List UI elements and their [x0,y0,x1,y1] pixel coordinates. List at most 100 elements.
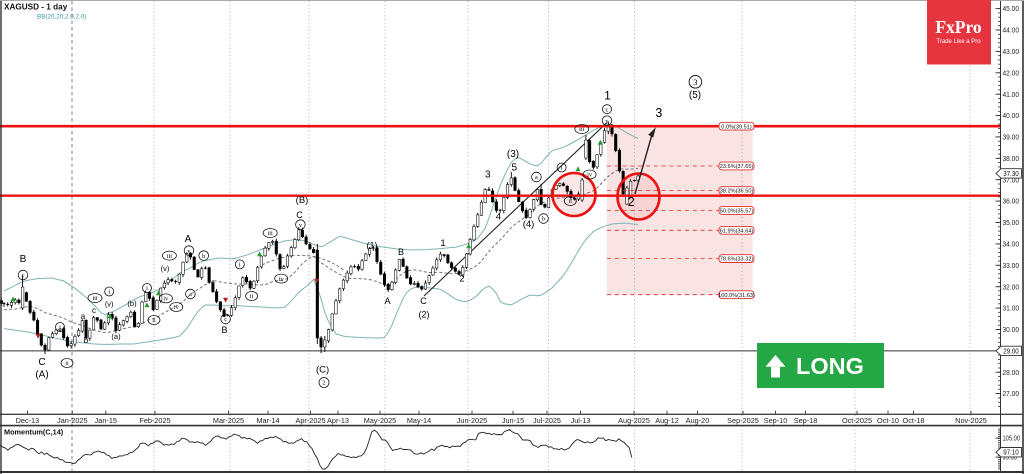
svg-text:35.00: 35.00 [1003,218,1020,227]
svg-text:61.9%(34.64): 61.9%(34.64) [720,228,754,234]
svg-text:Jun-2025: Jun-2025 [457,416,487,425]
svg-text:Jan-15: Jan-15 [95,416,117,425]
svg-text:ii: ii [152,317,156,324]
svg-text:(4): (4) [523,219,535,230]
svg-text:78.6%(33.32): 78.6%(33.32) [720,257,754,263]
svg-text:v: v [187,248,191,255]
svg-text:105.00: 105.00 [1003,434,1021,443]
svg-text:27.00: 27.00 [1003,389,1020,398]
svg-text:(5): (5) [689,90,701,101]
svg-text:Apr-2025: Apr-2025 [295,416,325,425]
svg-text:(3): (3) [507,149,519,160]
svg-text:i: i [561,165,563,172]
svg-text:(1): (1) [367,241,378,251]
svg-text:(A): (A) [35,370,48,381]
svg-text:32.00: 32.00 [1003,282,1020,291]
svg-text:3: 3 [485,170,491,181]
svg-text:FxPro: FxPro [935,17,982,37]
svg-text:45.00: 45.00 [1003,4,1020,13]
svg-text:i: i [108,289,110,296]
svg-text:33.00: 33.00 [1003,261,1020,270]
svg-text:Momentum(C,14): Momentum(C,14) [4,427,64,436]
svg-text:Mar-2025: Mar-2025 [213,416,244,425]
svg-text:97.10: 97.10 [1003,448,1019,457]
svg-text:iii: iii [167,253,172,260]
svg-text:May-2025: May-2025 [364,416,396,425]
svg-text:iv: iv [174,304,180,311]
svg-text:v: v [605,118,609,125]
svg-text:a: a [535,174,538,181]
svg-text:b: b [542,216,545,223]
svg-text:LONG: LONG [796,353,864,379]
svg-text:38.00: 38.00 [1003,154,1020,163]
svg-text:ii: ii [65,360,69,367]
svg-text:b: b [84,336,89,345]
svg-text:Oct-2025: Oct-2025 [842,416,872,425]
svg-text:50.0%(35.57): 50.0%(35.57) [720,209,754,215]
svg-text:Apr-13: Apr-13 [327,416,349,425]
svg-text:Oct-10: Oct-10 [877,416,899,425]
svg-text:41.00: 41.00 [1003,90,1020,99]
svg-text:a: a [81,312,86,321]
svg-text:Sep-2025: Sep-2025 [727,416,759,425]
svg-text:Jun-15: Jun-15 [502,416,524,425]
svg-text:(C): (C) [316,365,329,376]
svg-text:Nov-2025: Nov-2025 [955,416,987,425]
svg-text:Oct-18: Oct-18 [903,416,925,425]
svg-text:iii: iii [92,295,97,302]
svg-text:2: 2 [628,195,635,209]
svg-text:(a): (a) [111,332,121,341]
svg-text:ii: ii [569,198,573,205]
svg-text:C: C [38,357,45,368]
svg-text:23.6%(37.65): 23.6%(37.65) [720,164,754,170]
svg-text:Jan-2025: Jan-2025 [57,416,87,425]
svg-text:iv: iv [279,276,285,283]
svg-text:3: 3 [693,77,697,87]
svg-text:38.2%(36.50): 38.2%(36.50) [720,189,754,195]
svg-text:i: i [59,324,61,331]
svg-text:c: c [92,306,96,315]
svg-text:39.00: 39.00 [1003,133,1020,142]
svg-text:Dec-13: Dec-13 [16,416,40,425]
svg-text:Sep-10: Sep-10 [764,416,788,425]
svg-text:29.00: 29.00 [1003,346,1019,355]
svg-text:Feb-2025: Feb-2025 [139,416,170,425]
svg-text:3: 3 [655,106,662,120]
svg-text:i: i [239,262,241,269]
svg-text:Jul-2025: Jul-2025 [533,416,561,425]
svg-text:B: B [221,325,227,335]
svg-text:Aug-2025: Aug-2025 [618,416,650,425]
svg-text:31.00: 31.00 [1003,304,1020,313]
svg-text:Trade Like a Pro: Trade Like a Pro [936,39,981,45]
svg-text:5: 5 [512,163,518,174]
svg-text:c: c [224,316,227,323]
svg-text:(v): (v) [161,264,170,273]
svg-text:B: B [398,247,404,257]
svg-text:1: 1 [604,89,611,103]
svg-text:v: v [299,222,303,229]
svg-text:34.00: 34.00 [1003,239,1020,248]
svg-text:28.00: 28.00 [1003,368,1020,377]
svg-text:36.00: 36.00 [1003,197,1020,206]
svg-text:37.00: 37.00 [1003,175,1020,184]
svg-text:BB(20,20,2.0,2.0): BB(20,20,2.0,2.0) [37,14,86,21]
svg-text:30.00: 30.00 [1003,325,1020,334]
svg-text:Aug-20: Aug-20 [686,416,710,425]
svg-text:Mar-14: Mar-14 [256,416,279,425]
svg-text:44.00: 44.00 [1003,26,1020,35]
svg-text:A: A [384,296,390,306]
svg-text:ii: ii [250,293,254,300]
svg-text:iii: iii [268,230,273,237]
svg-text:Jul-13: Jul-13 [571,416,591,425]
svg-text:i: i [146,285,148,292]
svg-text:iii: iii [579,126,584,133]
svg-text:iv: iv [163,296,169,303]
svg-text:43.00: 43.00 [1003,47,1020,56]
svg-text:4: 4 [496,212,501,223]
svg-text:100.0%(31.63): 100.0%(31.63) [718,293,755,299]
svg-text:C: C [296,210,303,220]
svg-text:37.30: 37.30 [1003,169,1019,178]
svg-text:2: 2 [322,380,325,387]
svg-text:May-14: May-14 [407,416,431,425]
svg-text:(B): (B) [296,195,309,206]
